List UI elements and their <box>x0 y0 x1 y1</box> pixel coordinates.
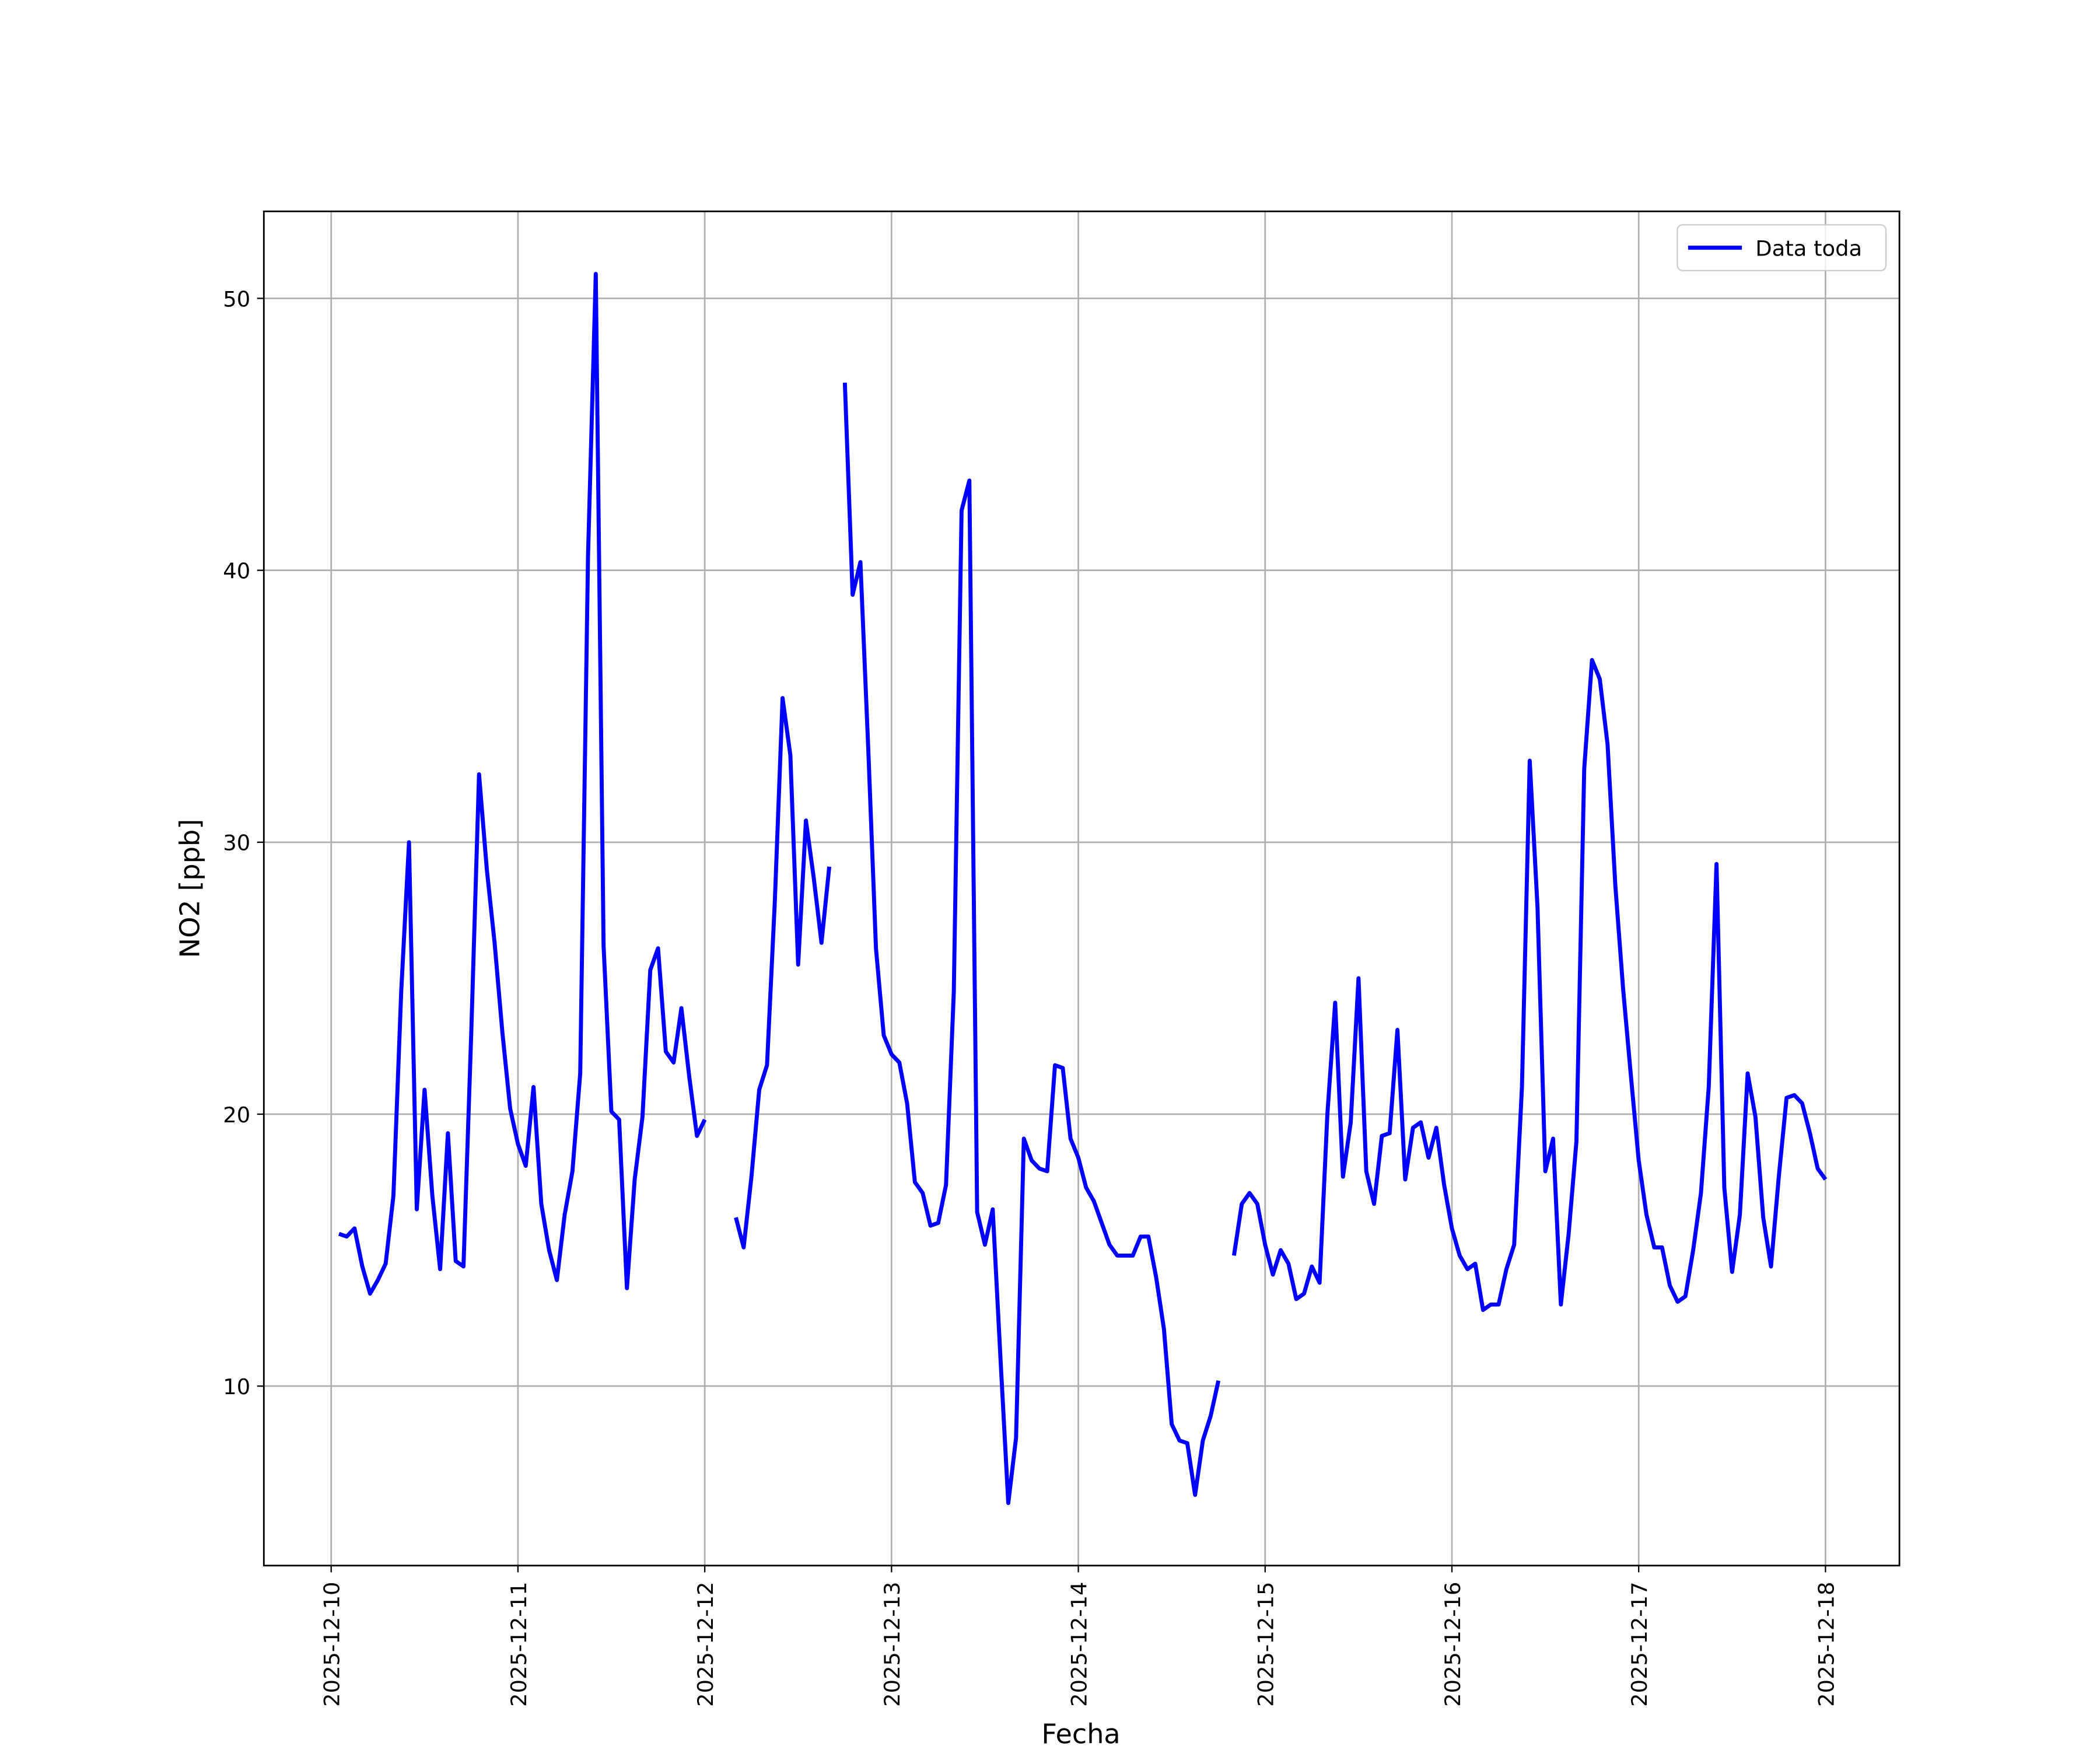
x-tick-label: 2025-12-14 <box>1066 1582 1091 1707</box>
legend: Data toda <box>1676 224 1887 271</box>
legend-box <box>1676 224 1887 271</box>
plot-frame <box>262 210 1901 1567</box>
x-tick-label: 2025-12-17 <box>1627 1582 1652 1707</box>
x-tick-label: 2025-12-15 <box>1254 1582 1279 1707</box>
data-line <box>338 272 1828 1506</box>
y-axis-label: NO2 [ppb] <box>174 819 206 958</box>
x-axis-label: Fecha <box>1041 1718 1120 1749</box>
x-tick-label: 2025-12-18 <box>1814 1582 1839 1707</box>
x-tick-label: 2025-12-10 <box>320 1582 345 1707</box>
x-tick-label: 2025-12-12 <box>693 1582 718 1707</box>
x-tick-label: 2025-12-13 <box>880 1582 905 1707</box>
y-tick-label: 20 <box>223 1102 250 1128</box>
y-tick-label: 30 <box>223 831 250 856</box>
y-tick-label: 50 <box>223 286 250 312</box>
legend-label: Data toda <box>1755 236 1862 261</box>
y-tick-label: 40 <box>223 559 250 584</box>
x-tick-label: 2025-12-16 <box>1440 1582 1465 1707</box>
x-tick-label: 2025-12-11 <box>506 1582 531 1707</box>
y-tick-label: 10 <box>223 1374 250 1399</box>
